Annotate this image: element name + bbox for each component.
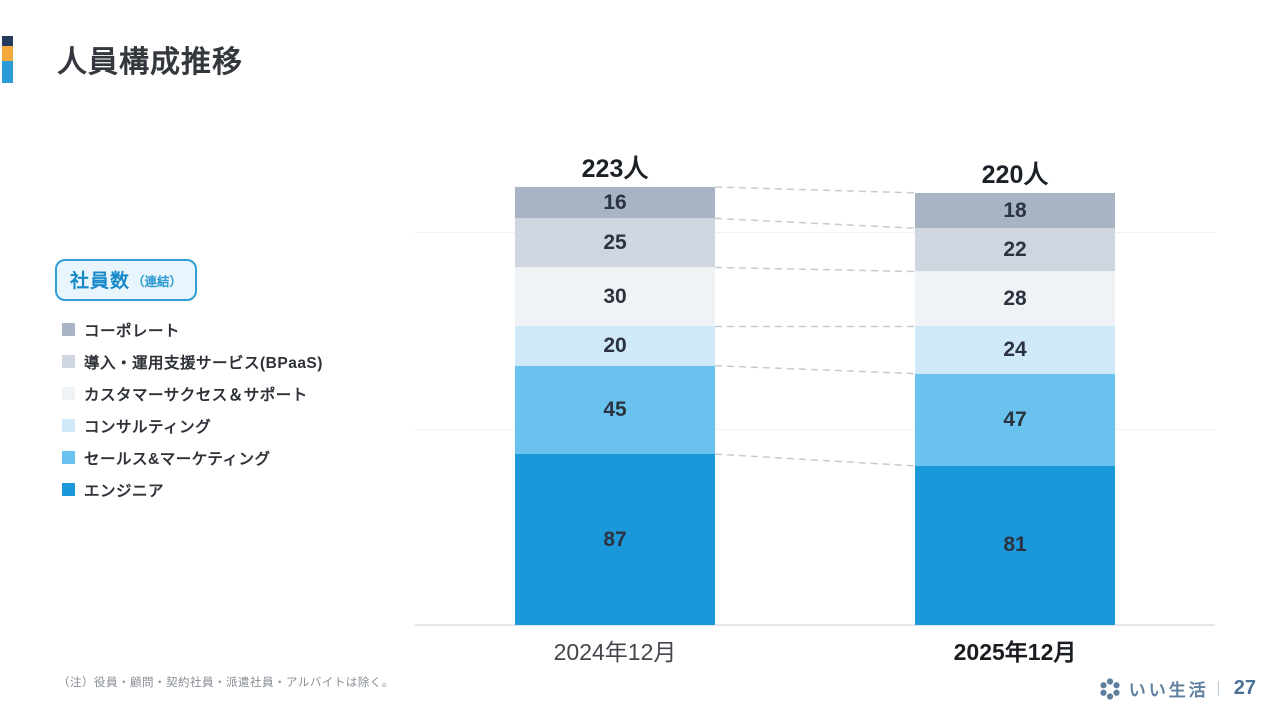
bar-segment: 24 — [915, 326, 1115, 374]
page-number: 27 — [1233, 677, 1256, 699]
bar-segment: 18 — [915, 192, 1115, 229]
legend-swatch-icon — [62, 355, 75, 368]
company-logo-icon — [1100, 677, 1120, 700]
bar-segment: 81 — [915, 465, 1115, 625]
legend-label: コーポレート — [84, 322, 181, 340]
legend-swatch-icon — [62, 323, 75, 336]
legend: コーポレート導入・運用支援サービス(BPaaS) カスタマーサクセス＆サポート コン… — [62, 322, 323, 514]
bar-total-label: 223人 — [581, 155, 649, 183]
segment-connector-line — [714, 453, 916, 467]
x-axis-label: 2024年12月 — [553, 639, 677, 665]
segment-connector-line — [714, 266, 916, 273]
legend-label: エンジニア — [84, 482, 165, 500]
company-name: いい生活 — [1128, 681, 1209, 700]
bar-segment: 28 — [915, 271, 1115, 327]
bar-segment: 22 — [915, 228, 1115, 272]
legend-label: カスタマーサクセス＆サポート — [84, 386, 308, 404]
segment-connector-line — [714, 364, 916, 375]
footer: いい生活 ｜ 27 — [1098, 676, 1256, 701]
legend-item: 導入・運用支援サービス(BPaaS) — [62, 354, 323, 372]
segment-value: 24 — [1003, 338, 1027, 362]
segment-connector-line — [714, 217, 916, 229]
badge-sublabel: （連結） — [132, 275, 183, 289]
legend-item: コーポレート — [62, 322, 323, 340]
gridline — [415, 232, 1215, 234]
segment-value: 87 — [603, 527, 627, 551]
segment-value: 20 — [603, 334, 627, 358]
accent-segment — [2, 61, 13, 83]
accent-bar — [2, 36, 13, 83]
legend-item: コンサルティング — [62, 418, 323, 436]
segment-value: 22 — [1003, 237, 1027, 261]
legend-swatch-icon — [62, 451, 75, 464]
legend-item: エンジニア — [62, 482, 323, 500]
legend-item: セールス&マーケティング — [62, 450, 323, 468]
legend-label: セールス&マーケティング — [84, 450, 271, 468]
segment-value: 81 — [1003, 533, 1027, 557]
stacked-bar: 16 25 30 20 45 87 — [515, 187, 715, 625]
bar-segment: 25 — [515, 218, 715, 268]
bar-total-label: 220人 — [981, 160, 1049, 189]
page-title: 人員構成推移 — [57, 46, 243, 79]
footer-separator: ｜ — [1210, 681, 1226, 698]
accent-segment — [2, 46, 13, 61]
stacked-bar: 18 22 28 24 47 81 — [915, 192, 1115, 625]
legend-label: コンサルティング — [84, 418, 212, 436]
badge-label: 社員数 — [70, 271, 131, 292]
footnote: （注）役員・顧問・契約社員・派遣社員・アルバイトは除く。 — [58, 677, 394, 689]
x-axis-label: 2025年12月 — [953, 639, 1077, 665]
segment-value: 28 — [1003, 286, 1027, 310]
bar-segment: 20 — [515, 326, 715, 366]
legend-swatch-icon — [62, 387, 75, 400]
legend-swatch-icon — [62, 419, 75, 432]
bar-segment: 87 — [515, 454, 715, 625]
legend-swatch-icon — [62, 483, 75, 496]
segment-value: 45 — [603, 397, 627, 421]
member-count-badge: 社員数 （連結） — [55, 259, 198, 301]
bar-segment: 47 — [915, 373, 1115, 466]
segment-value: 25 — [603, 230, 627, 254]
x-axis-line — [415, 624, 1215, 626]
legend-label: 導入・運用支援サービス(BPaaS) — [84, 354, 323, 372]
bar-segment: 30 — [515, 267, 715, 327]
bar-segment: 45 — [515, 365, 715, 455]
legend-item: カスタマーサクセス＆サポート — [62, 386, 323, 404]
bar-segment: 16 — [515, 187, 715, 219]
segment-value: 30 — [603, 284, 627, 308]
gridline — [415, 428, 1215, 430]
accent-segment — [2, 36, 13, 46]
segment-value: 18 — [1003, 198, 1027, 222]
segment-value: 16 — [603, 190, 627, 214]
segment-value: 47 — [1003, 407, 1027, 431]
